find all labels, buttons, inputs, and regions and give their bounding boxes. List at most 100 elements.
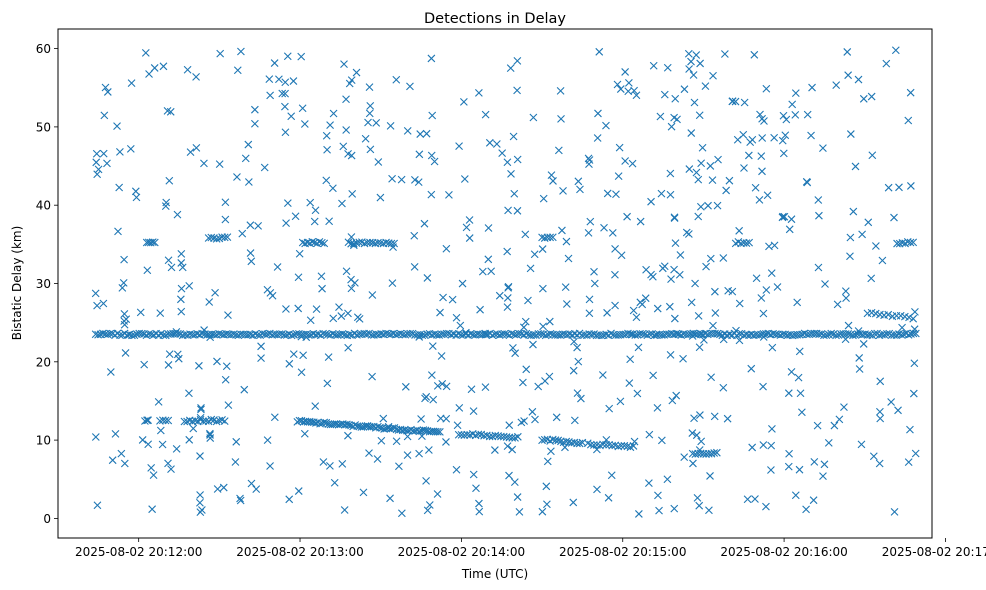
detection-point <box>556 87 565 95</box>
detection-point <box>93 301 101 310</box>
detection-point <box>137 329 146 338</box>
detection-point <box>743 495 752 504</box>
detection-point <box>197 404 205 412</box>
detection-point <box>320 418 329 427</box>
detection-point <box>604 493 613 502</box>
detection-point <box>875 459 884 468</box>
detection-point <box>704 201 712 210</box>
detection-point <box>670 314 679 323</box>
detection-point <box>373 455 382 463</box>
detection-point <box>695 343 704 352</box>
detection-point <box>529 340 537 349</box>
detection-point <box>740 164 748 172</box>
detection-point <box>328 329 337 338</box>
detection-point <box>422 392 431 401</box>
detection-point <box>442 382 451 391</box>
y-tick-label: 40 <box>36 199 51 213</box>
detection-point <box>665 302 674 311</box>
detection-point <box>365 449 373 458</box>
detection-point <box>167 263 176 272</box>
detection-point <box>770 241 779 250</box>
detection-point <box>164 256 173 265</box>
detection-point <box>522 365 531 374</box>
detection-point <box>767 466 775 474</box>
detection-point <box>458 279 467 288</box>
detection-point <box>118 284 127 292</box>
detection-point <box>706 254 715 263</box>
detection-point <box>484 255 493 264</box>
detection-point <box>667 122 676 131</box>
detection-point <box>882 59 891 68</box>
detection-point <box>752 274 761 283</box>
detection-point <box>233 66 242 75</box>
detection-point <box>631 331 640 339</box>
detection-point <box>521 230 530 239</box>
detection-point <box>855 354 864 362</box>
detection-point <box>325 217 334 226</box>
detection-point <box>454 329 463 338</box>
detection-point <box>365 109 374 118</box>
detection-point <box>723 414 732 423</box>
detection-point <box>649 371 658 380</box>
detection-point <box>536 329 545 338</box>
detection-point <box>630 437 639 446</box>
detection-point <box>384 422 393 431</box>
detection-point <box>212 417 221 426</box>
detection-point <box>795 330 804 339</box>
detection-point <box>906 182 915 190</box>
detection-point <box>911 449 920 458</box>
detection-point <box>795 347 804 356</box>
detection-point <box>735 336 744 345</box>
detection-point <box>513 86 521 95</box>
detection-point <box>763 191 772 200</box>
detection-point <box>101 83 110 92</box>
detection-point <box>561 443 569 452</box>
detection-point <box>597 331 606 340</box>
detection-point <box>634 343 643 352</box>
detection-point <box>200 326 209 334</box>
detection-point <box>229 330 238 339</box>
detection-point <box>460 431 469 440</box>
y-tick-label: 30 <box>36 277 51 291</box>
detection-point <box>725 176 734 185</box>
detection-point <box>870 329 879 338</box>
detection-point <box>793 298 802 307</box>
detection-point <box>442 329 451 338</box>
detection-point <box>415 449 423 458</box>
detection-point <box>406 82 414 91</box>
detection-point <box>465 234 474 242</box>
detection-point <box>810 458 819 466</box>
detection-point <box>423 274 432 282</box>
detection-point <box>545 317 554 326</box>
detection-point <box>855 365 864 373</box>
detection-point <box>513 155 522 164</box>
detection-point <box>120 255 128 264</box>
detection-point <box>99 299 108 308</box>
detection-point <box>909 314 918 323</box>
detection-point <box>408 329 417 338</box>
detection-point <box>695 501 704 510</box>
detection-point <box>311 206 320 215</box>
detection-point <box>127 79 136 88</box>
detection-point <box>427 371 436 380</box>
detection-point <box>445 191 453 199</box>
detection-point <box>406 329 415 338</box>
detection-point <box>254 222 263 230</box>
detection-point <box>503 247 512 256</box>
detection-point <box>266 462 274 470</box>
detection-point <box>257 354 265 362</box>
detection-point <box>93 170 102 179</box>
detection-point <box>185 389 193 398</box>
detection-point <box>615 143 624 152</box>
detection-point <box>546 329 555 338</box>
detection-point <box>859 94 868 103</box>
detection-point <box>185 435 194 444</box>
detection-point <box>144 416 152 425</box>
detection-point <box>720 50 729 58</box>
detection-point <box>851 162 860 171</box>
detection-point <box>602 330 611 339</box>
detection-point <box>466 329 475 338</box>
detection-point <box>420 219 429 228</box>
detection-point <box>552 413 561 422</box>
detection-point <box>416 130 425 138</box>
